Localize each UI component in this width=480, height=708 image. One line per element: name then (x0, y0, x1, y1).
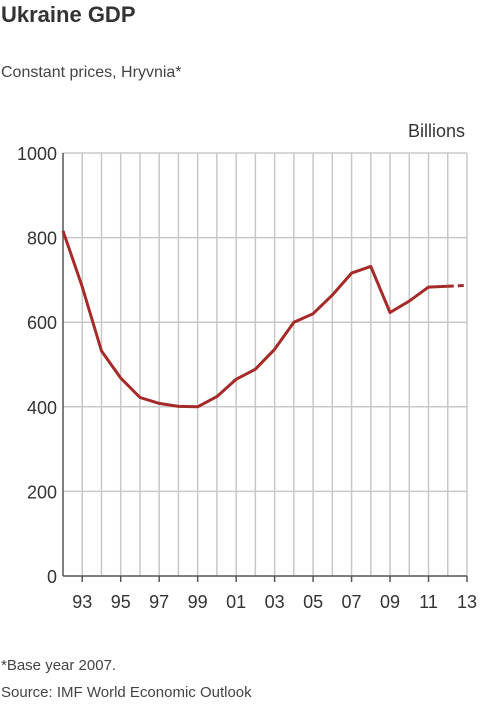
y-tick-label: 600 (27, 313, 57, 333)
chart-title: Ukraine GDP (1, 2, 136, 27)
series-lines (61, 230, 468, 409)
footnote: *Base year 2007. (1, 657, 117, 674)
x-tick-label: 09 (380, 592, 400, 610)
gridlines (63, 152, 468, 576)
x-tick-label: 97 (149, 592, 169, 610)
x-tick-label: 11 (419, 592, 438, 610)
x-tick-label: 13 (457, 592, 477, 610)
y-tick-label: 1000 (17, 144, 57, 164)
x-tick-label: 05 (303, 592, 323, 610)
source-note: Source: IMF World Economic Outlook (1, 684, 252, 701)
y-tick-label: 800 (27, 229, 57, 249)
forecast-line (447, 283, 468, 288)
x-tick-label: 95 (111, 592, 131, 610)
y-tick-label: 200 (27, 482, 57, 502)
x-tick-label: 01 (226, 592, 246, 610)
tick-labels: 0 200 400 600 800 1000 93 95 97 99 01 03 05 07 09 11 13 B… (17, 121, 477, 610)
axes (62, 153, 468, 582)
chart-subtitle: Constant prices, Hryvnia* (1, 64, 182, 81)
x-tick-label: 93 (72, 592, 92, 610)
x-tick-label: 07 (342, 592, 362, 610)
line-chart: 0 200 400 600 800 1000 93 95 97 99 01 03 05 07 09 11 13 B… (17, 121, 477, 610)
y-tick-label: 0 (47, 567, 57, 587)
x-tick-label: 03 (265, 592, 285, 610)
unit-label: Billions (408, 121, 465, 141)
gdp-line (61, 230, 448, 409)
y-tick-label: 400 (27, 398, 57, 418)
x-tick-label: 99 (188, 592, 208, 610)
